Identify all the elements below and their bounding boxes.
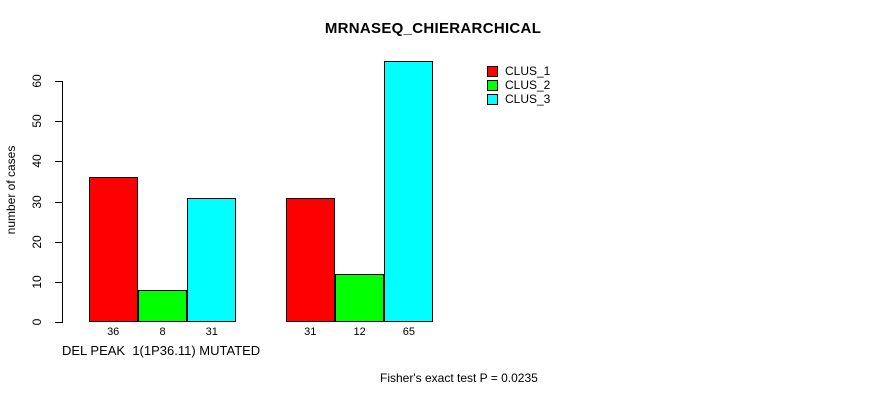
y-tick-mark (55, 81, 63, 82)
y-axis-title: number of cases (4, 145, 18, 235)
x-axis-label: DEL PEAK 1(1P36.11) MUTATED (62, 343, 261, 358)
chart-title: MRNASEQ_CHIERARCHICAL (324, 20, 542, 37)
legend-label-clus-1: CLUS_1 (505, 64, 551, 78)
bar-clus_1-group2 (285, 197, 335, 322)
legend-swatch-clus-2 (487, 80, 498, 91)
bar-value-label: 36 (107, 326, 120, 338)
y-tick-label: 30 (30, 195, 44, 209)
bar-value-label: 31 (304, 326, 317, 338)
y-tick-mark (55, 282, 63, 283)
legend-label-clus-3: CLUS_3 (505, 92, 551, 106)
y-tick-mark (55, 322, 63, 323)
legend-row: CLUS_1 (487, 64, 551, 78)
bar-clus_2-group1 (137, 289, 188, 322)
legend: CLUS_1 CLUS_2 CLUS_3 (487, 64, 551, 108)
bar-value-label: 65 (402, 326, 416, 338)
legend-swatch-clus-3 (487, 94, 498, 105)
y-tick-mark (55, 202, 63, 203)
legend-swatch-clus-1 (487, 66, 498, 77)
bar-value-label: 8 (159, 326, 166, 338)
y-tick-mark (55, 242, 63, 243)
bar-value-label: 31 (205, 326, 218, 338)
y-tick-label: 10 (30, 275, 44, 289)
y-tick-label: 40 (30, 154, 44, 168)
bar-clus_1-group1 (88, 177, 138, 322)
y-tick-label: 60 (30, 74, 44, 88)
bar-clus_3-group1 (187, 197, 237, 322)
legend-row: CLUS_3 (487, 92, 551, 106)
bar-clus_2-group2 (334, 273, 385, 322)
legend-label-clus-2: CLUS_2 (505, 78, 551, 92)
legend-row: CLUS_2 (487, 78, 551, 92)
y-tick-label: 20 (30, 235, 44, 249)
y-tick-label: 50 (30, 114, 44, 128)
y-tick-mark (55, 121, 63, 122)
y-tick-mark (55, 161, 63, 162)
bar-value-label: 12 (353, 326, 366, 338)
footnote-pvalue: Fisher's exact test P = 0.0235 (380, 371, 538, 385)
y-tick-label: 0 (30, 318, 44, 326)
bar-clus_3-group2 (384, 60, 434, 322)
